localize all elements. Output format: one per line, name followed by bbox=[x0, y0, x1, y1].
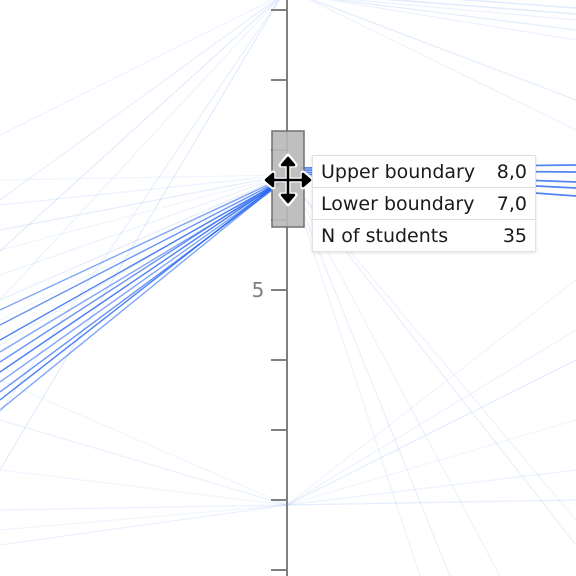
axis: 5 bbox=[252, 0, 288, 576]
data-line bbox=[0, 0, 280, 414]
data-line bbox=[0, 174, 288, 346]
data-line bbox=[0, 176, 288, 411]
move-arrows-icon[interactable] bbox=[261, 153, 315, 207]
data-line bbox=[286, 419, 576, 506]
data-line bbox=[0, 0, 277, 201]
data-line bbox=[0, 174, 288, 321]
brush-tooltip: Upper boundary 8,0 Lower boundary 7,0 N … bbox=[312, 155, 536, 252]
data-line bbox=[0, 504, 288, 546]
tooltip-value: 35 bbox=[502, 224, 527, 247]
data-line bbox=[286, 499, 576, 506]
tooltip-value: 7,0 bbox=[496, 192, 527, 215]
data-line bbox=[308, 0, 576, 131]
data-line bbox=[0, 504, 288, 531]
tooltip-value: 8,0 bbox=[496, 160, 527, 183]
data-line bbox=[311, 0, 576, 101]
data-line bbox=[0, 176, 288, 326]
data-line bbox=[0, 177, 288, 341]
data-line bbox=[0, 178, 288, 393]
data-line bbox=[334, 0, 576, 31]
data-line bbox=[0, 178, 288, 353]
data-line bbox=[384, 0, 576, 15]
data-line bbox=[0, 176, 288, 373]
data-line bbox=[0, 177, 288, 383]
data-line bbox=[0, 504, 288, 511]
data-line bbox=[0, 175, 288, 311]
data-line bbox=[0, 379, 288, 506]
data-line bbox=[286, 469, 576, 506]
tooltip-label: N of students bbox=[321, 224, 449, 247]
data-line bbox=[0, 174, 288, 181]
data-line bbox=[0, 174, 288, 301]
data-line bbox=[289, 179, 421, 576]
data-line bbox=[457, 0, 576, 9]
data-line bbox=[0, 0, 279, 301]
data-line bbox=[0, 469, 288, 506]
data-line bbox=[326, 0, 576, 41]
data-line bbox=[0, 0, 280, 471]
data-line bbox=[0, 175, 288, 363]
data-line bbox=[0, 174, 288, 251]
tooltip-row-lower-boundary: Lower boundary 7,0 bbox=[313, 188, 535, 220]
tooltip-label: Upper boundary bbox=[321, 160, 476, 183]
data-line bbox=[0, 0, 278, 252]
data-line bbox=[0, 174, 288, 206]
data-line bbox=[286, 279, 576, 506]
axis-tick-label: 5 bbox=[252, 278, 265, 302]
tooltip-row-n-of-students: N of students 35 bbox=[313, 220, 535, 251]
data-line bbox=[0, 419, 288, 506]
data-line bbox=[348, 0, 576, 21]
data-line bbox=[286, 329, 576, 506]
data-line bbox=[0, 175, 288, 401]
tooltip-label: Lower boundary bbox=[321, 192, 475, 215]
data-line bbox=[0, 0, 274, 136]
data-line bbox=[286, 359, 576, 506]
tooltip-row-upper-boundary: Upper boundary 8,0 bbox=[313, 156, 535, 188]
data-line bbox=[0, 174, 288, 231]
data-line bbox=[0, 174, 288, 276]
